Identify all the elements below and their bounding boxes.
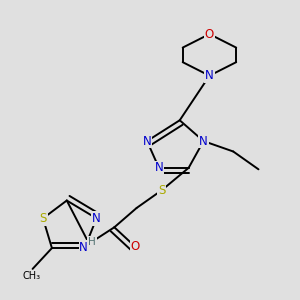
- Text: S: S: [39, 212, 47, 225]
- Text: O: O: [130, 240, 140, 253]
- Text: N: N: [92, 212, 101, 225]
- Text: N: N: [154, 161, 163, 174]
- Text: N: N: [79, 241, 88, 254]
- Text: S: S: [158, 184, 166, 196]
- Text: H: H: [88, 237, 96, 247]
- Text: O: O: [205, 28, 214, 40]
- Text: N: N: [199, 135, 208, 148]
- Text: N: N: [205, 69, 214, 82]
- Text: N: N: [143, 135, 152, 148]
- Text: CH₃: CH₃: [22, 271, 40, 281]
